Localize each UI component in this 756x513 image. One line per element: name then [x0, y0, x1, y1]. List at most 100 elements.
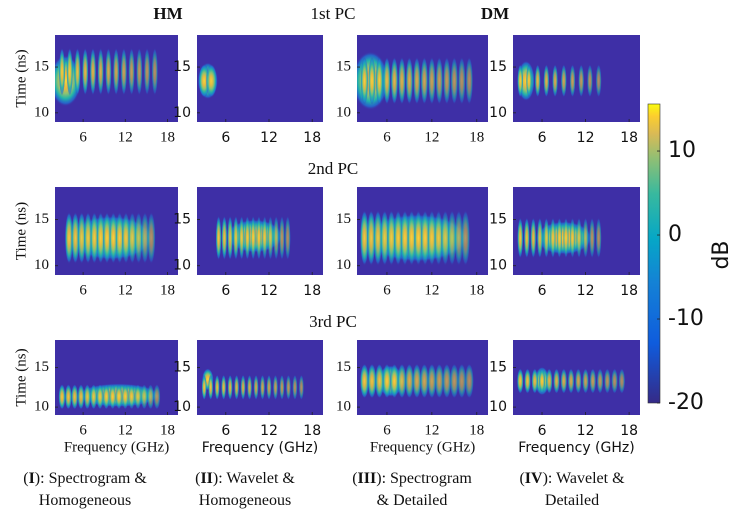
heatmap-blob: [595, 64, 602, 98]
heatmap-blob: [440, 210, 450, 266]
heatmap-blob: [552, 64, 558, 98]
heatmap-blob: [407, 210, 417, 266]
x-tick-label: 12: [577, 283, 595, 299]
x-tick-label: 12: [260, 283, 278, 299]
heatmap-blob: [298, 374, 304, 400]
heatmap-blob: [233, 215, 239, 261]
heatmap-blob: [238, 215, 245, 261]
caption-line: & Detailed: [377, 492, 448, 509]
heatmap-blob: [538, 368, 546, 394]
x-tick-label: 18: [303, 423, 321, 439]
colorbar-tick-label: -20: [668, 390, 704, 415]
heatmap-blob: [563, 217, 569, 259]
heatmap-panel: [197, 340, 323, 415]
heatmap-blob: [215, 215, 222, 261]
heatmap-panel: [513, 187, 640, 275]
caption-line: (III): Spectrogram: [352, 470, 472, 487]
x-tick-label: 6: [383, 422, 391, 438]
column-header: DM: [481, 4, 509, 23]
heatmap-blob: [530, 217, 537, 259]
colorbar-tick-label: 0: [668, 222, 682, 247]
heatmap-blob: [102, 212, 112, 264]
heatmap-blob: [71, 384, 79, 410]
heatmap-blob: [240, 374, 246, 400]
heatmap-image: [55, 35, 178, 122]
x-tick-label: 6: [383, 282, 391, 298]
heatmap-blob: [380, 210, 390, 266]
y-tick-label: 15: [336, 359, 351, 375]
heatmap-blob: [120, 47, 128, 96]
heatmap-image: [357, 35, 488, 122]
heatmap-blob: [435, 56, 444, 105]
heatmap-blob: [279, 215, 285, 261]
x-tick-label: 12: [260, 423, 278, 439]
colorbar: [647, 103, 661, 404]
heatmap-blob: [90, 384, 98, 410]
caption-part: (: [23, 470, 28, 487]
x-tick-label: 6: [79, 422, 87, 438]
heatmap-blob: [367, 363, 377, 399]
heatmap-blob: [279, 374, 285, 400]
heatmap-blob: [292, 374, 298, 400]
heatmap-blob: [420, 210, 430, 266]
x-axis-label: Frequency (GHz): [202, 440, 318, 456]
heatmap-panel: [55, 35, 178, 122]
x-tick-label: 12: [118, 129, 133, 145]
heatmap-blob: [234, 374, 240, 400]
y-tick-label: 15: [336, 211, 351, 227]
heatmap-blob: [221, 374, 227, 400]
heatmap-blob: [151, 47, 158, 96]
heatmap-image: [197, 35, 323, 122]
heatmap-blob: [412, 363, 422, 399]
heatmap-blob: [413, 210, 423, 266]
y-tick-label: 15: [489, 211, 507, 227]
heatmap-panel: [55, 187, 178, 275]
heatmap-panel: [55, 340, 178, 415]
heatmap-blob: [256, 215, 262, 261]
heatmap-blob: [77, 384, 85, 410]
heatmap-blob: [366, 210, 376, 266]
x-tick-label: 6: [221, 423, 230, 439]
heatmap-blob: [389, 363, 399, 399]
heatmap-blob: [397, 363, 407, 399]
heatmap-panel: [357, 187, 488, 275]
heatmap-blob: [604, 368, 611, 394]
heatmap-blob: [77, 212, 86, 264]
heatmap-blob: [382, 363, 392, 399]
heatmap-blob: [374, 363, 384, 399]
heatmap-blob: [450, 56, 459, 105]
heatmap-blob: [359, 210, 369, 266]
heatmap-blob: [553, 368, 560, 394]
heatmap-blob: [618, 368, 626, 394]
y-tick-label: 15: [34, 211, 49, 227]
row-title: 1st PC: [311, 4, 356, 23]
heatmap-blob: [534, 64, 541, 98]
heatmap-blob: [458, 56, 466, 105]
heatmap-blob: [285, 374, 291, 400]
heatmap-blob: [272, 374, 279, 400]
x-tick-label: 18: [620, 423, 638, 439]
heatmap-blob: [582, 368, 589, 394]
heatmap-blob: [523, 217, 530, 259]
x-axis-label: Frequency (GHz): [64, 439, 169, 455]
caption-part: Detailed: [545, 492, 599, 509]
heatmap-blob: [447, 210, 457, 266]
heatmap-blob: [143, 47, 151, 96]
heatmap-image: [357, 187, 488, 275]
y-tick-label: 15: [173, 211, 191, 227]
heatmap-blob: [457, 363, 467, 399]
caption-line: Homogeneous: [199, 492, 291, 509]
x-tick-label: 6: [221, 130, 230, 146]
heatmap-blob: [58, 47, 66, 96]
heatmap-blob: [442, 363, 452, 399]
y-tick-label: 15: [173, 360, 191, 376]
x-axis-label: Frequency (GHz): [518, 440, 634, 456]
caption-part: ): Spectrogram &: [35, 470, 148, 487]
x-tick-label: 6: [538, 283, 547, 299]
heatmap-blob: [140, 384, 148, 410]
heatmap-blob: [454, 210, 464, 266]
y-axis-label: Time (ns): [13, 202, 29, 260]
y-tick-label: 10: [173, 105, 191, 121]
heatmap-blob: [611, 368, 618, 394]
heatmap-blob: [465, 56, 474, 105]
